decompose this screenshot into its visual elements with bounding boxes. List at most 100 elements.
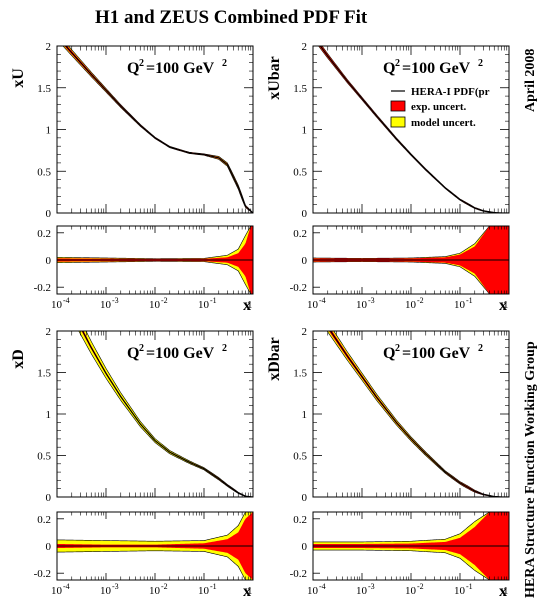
- y-tick-label: 1.5: [37, 83, 51, 95]
- y-axis-label: xU: [10, 68, 27, 88]
- x-tick-label: 1: [503, 585, 509, 597]
- y-axis-label: xUbar: [266, 56, 283, 100]
- y-tick-label: 1: [46, 409, 52, 421]
- y-tick-label: 0.5: [293, 166, 307, 178]
- x-tick-label: 1: [247, 585, 253, 597]
- x-tick-label: 10: [149, 585, 161, 597]
- q2-unit-sup: 2: [222, 58, 227, 69]
- x-tick-label: 10: [454, 299, 466, 311]
- legend-model-swatch: [390, 116, 406, 128]
- y-tick-label: 2: [302, 326, 308, 338]
- ratio-y-tick-label: -0.2: [34, 282, 51, 294]
- x-axis-label: x: [499, 583, 507, 600]
- x-tick-label-exponent: -4: [63, 582, 70, 591]
- x-tick-label: 1: [503, 299, 509, 311]
- x-tick-label: 10: [356, 585, 368, 597]
- side-label-group: HERA Structure Function Working Group: [523, 341, 538, 598]
- y-tick-label: 0: [46, 208, 52, 220]
- y-tick-label: 0.5: [293, 451, 307, 463]
- y-tick-label: 0: [302, 492, 308, 504]
- y-tick-label: 0: [46, 492, 52, 504]
- q2-label: Q: [383, 345, 395, 362]
- q2-label: Q: [127, 345, 139, 362]
- ratio-y-tick-label: 0: [46, 541, 52, 553]
- x-tick-label-exponent: -4: [319, 582, 326, 591]
- central-curve: [81, 331, 253, 497]
- ratio-y-tick-label: 0.2: [293, 228, 307, 240]
- q2-label: Q: [127, 60, 139, 77]
- q2-unit-sup: 2: [478, 343, 483, 354]
- q2-label-sup: 2: [395, 343, 400, 354]
- y-tick-label: 1.5: [293, 83, 307, 95]
- ratio-y-tick-label: -0.2: [290, 282, 307, 294]
- x-tick-label-exponent: -1: [466, 296, 473, 305]
- x-axis-label: x: [499, 297, 507, 314]
- x-tick-label: 10: [51, 585, 63, 597]
- y-tick-label: 0: [302, 208, 308, 220]
- y-tick-label: 1: [302, 409, 308, 421]
- x-axis-label: x: [243, 297, 251, 314]
- y-tick-label: 1.5: [37, 368, 51, 380]
- y-tick-label: 1.5: [293, 368, 307, 380]
- y-tick-label: 2: [46, 41, 52, 53]
- y-tick-label: 2: [46, 326, 52, 338]
- x-tick-label: 10: [307, 299, 319, 311]
- x-tick-label-exponent: -4: [63, 296, 70, 305]
- legend-central-label: HERA-I PDF(pr: [411, 86, 490, 98]
- x-tick-label-exponent: -1: [210, 582, 217, 591]
- q2-value: =100 GeV: [402, 60, 471, 77]
- panel-xubar: 10 -4 10 -3 10 -2 10 -1 1x00.511.520.20-0.2xUbar…: [266, 41, 510, 314]
- x-tick-label: 10: [454, 585, 466, 597]
- q2-label-sup: 2: [139, 58, 144, 69]
- central-curve: [319, 46, 509, 213]
- central-curve: [65, 46, 253, 213]
- x-tick-label: 10: [100, 299, 112, 311]
- x-tick-label: 10: [149, 299, 161, 311]
- x-tick-label: 10: [356, 299, 368, 311]
- x-tick-label: 10: [100, 585, 112, 597]
- side-label-date: April 2008: [523, 49, 538, 112]
- x-tick-label: 10: [198, 585, 210, 597]
- exp-uncert-band: [81, 331, 253, 497]
- x-tick-label-exponent: -2: [161, 296, 168, 305]
- x-tick-label: 10: [51, 299, 63, 311]
- x-tick-label-exponent: -2: [417, 296, 424, 305]
- figure-title: H1 and ZEUS Combined PDF Fit: [95, 7, 368, 28]
- q2-unit-sup: 2: [222, 343, 227, 354]
- ratio-y-tick-label: 0: [302, 255, 308, 267]
- x-axis-label: x: [243, 583, 251, 600]
- x-tick-label-exponent: -3: [368, 296, 375, 305]
- ratio-y-tick-label: 0.2: [37, 228, 51, 240]
- legend-model-label: model uncert.: [411, 117, 476, 129]
- x-tick-label-exponent: -2: [161, 582, 168, 591]
- ratio-y-tick-label: 0.2: [293, 514, 307, 526]
- q2-value: =100 GeV: [146, 345, 215, 362]
- legend-exp-swatch: [390, 100, 406, 112]
- x-tick-label-exponent: -2: [417, 582, 424, 591]
- panel-xdbar: 10 -4 10 -3 10 -2 10 -1 1x00.511.520.20-0.2xDbar…: [266, 326, 510, 600]
- y-tick-label: 1: [46, 125, 52, 137]
- x-tick-label: 10: [198, 299, 210, 311]
- x-tick-label-exponent: -3: [112, 296, 119, 305]
- x-tick-label: 10: [307, 585, 319, 597]
- legend-exp-label: exp. uncert.: [411, 101, 467, 113]
- model-uncert-band: [326, 331, 509, 497]
- q2-label-sup: 2: [139, 343, 144, 354]
- y-tick-label: 2: [302, 41, 308, 53]
- x-tick-label: 10: [405, 585, 417, 597]
- exp-uncert-band: [328, 331, 509, 497]
- q2-label: Q: [383, 60, 395, 77]
- ratio-y-tick-label: -0.2: [290, 568, 307, 580]
- y-tick-label: 0.5: [37, 166, 51, 178]
- x-tick-label-exponent: -1: [210, 296, 217, 305]
- ratio-y-tick-label: 0.2: [37, 514, 51, 526]
- x-tick-label-exponent: -1: [466, 582, 473, 591]
- ratio-y-tick-label: 0: [46, 255, 52, 267]
- q2-label-sup: 2: [395, 58, 400, 69]
- ratio-y-tick-label: -0.2: [34, 568, 51, 580]
- x-tick-label-exponent: -4: [319, 296, 326, 305]
- central-curve: [329, 331, 509, 497]
- y-tick-label: 0.5: [37, 451, 51, 463]
